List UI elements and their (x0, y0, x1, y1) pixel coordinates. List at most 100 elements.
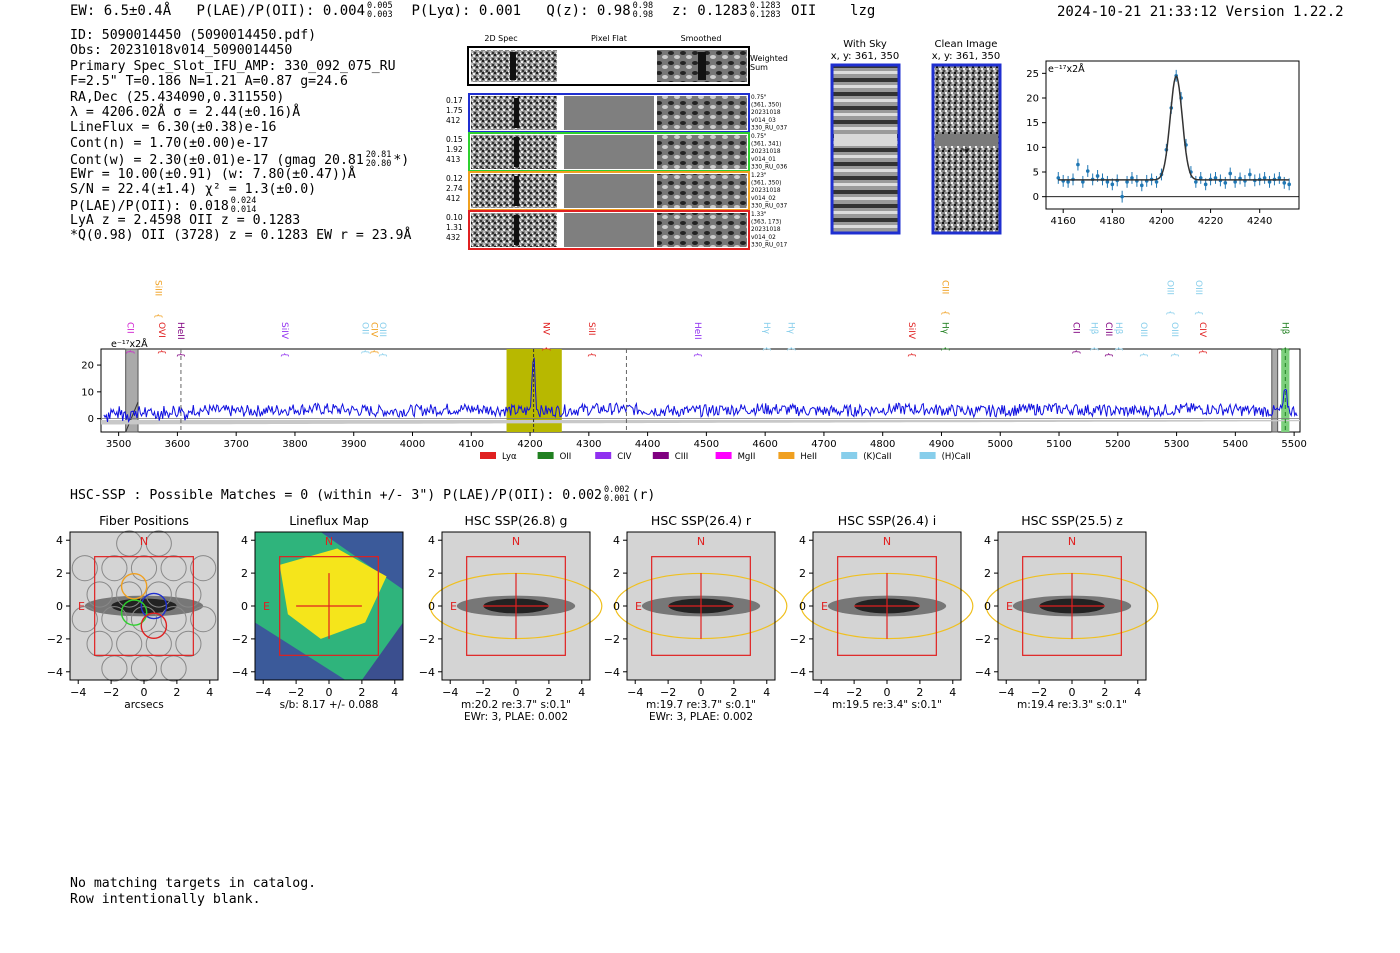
emission-line-marker: Hβ { (1088, 322, 1098, 352)
emission-line-label: Hγ (940, 322, 950, 335)
spectrum-xtick-label: 4400 (635, 439, 660, 450)
emission-line-marker: CII { (1071, 322, 1081, 355)
fit-xtick-label: 4200 (1149, 216, 1174, 227)
emission-line-label: CII (124, 322, 134, 334)
hsc-panel-2: Lineflux Map N E −4 −4 −2 −2 0 0 2 2 4 4 s/b: 8.17 +/… (232, 513, 404, 711)
z-value: z: 0.1283 (672, 3, 748, 19)
cutout-right-label: 1.23" (751, 173, 767, 179)
panel-ytick-label: 4 (984, 534, 991, 547)
cutout-source-trace (514, 98, 519, 128)
classification-tag: lzg (850, 3, 876, 19)
lineflux-peak-region (279, 548, 387, 639)
hsc-panel-1: Fiber Positions N E −4 −4 −2 −2 0 0 2 2 4 4 arcsecs (47, 513, 219, 711)
panel-ytick-label: 2 (241, 567, 248, 580)
panel-ytick-label: 2 (613, 567, 620, 580)
panel-ytick-label: 2 (984, 567, 991, 580)
detection-id: ID: 5090014450 (5090014450.pdf) (70, 28, 317, 43)
panel-ytick-label: −4 (975, 666, 991, 679)
panel-ytick-label: 2 (428, 567, 435, 580)
cutout-smoothed (657, 174, 747, 208)
emission-line-label: SiIV (279, 322, 289, 340)
legend-swatch (841, 452, 858, 459)
emission-line-label: Hβ (1279, 322, 1289, 335)
z-lo: 0.1283 (749, 10, 781, 20)
spectrum-cutouts: 2D Spec Pixel Flat Smoothed Weighted Sum… (446, 34, 788, 250)
emission-line-label: Hβ (1113, 322, 1123, 335)
fiber-circle (175, 581, 202, 608)
with-sky-coords: x, y: 361, 350 (831, 51, 900, 62)
hsc-panel-6: HSC SSP(25.5) z N E −4 −4 −2 −2 0 0 2 2 4 4 m:19.4 re… (975, 513, 1159, 711)
emission-line-marker: CIV { (1197, 322, 1207, 355)
plae-ratio-hi: 0.024 (230, 196, 257, 207)
cutout-right-label: 330_RU_037 (751, 203, 788, 209)
hsc-panel-5: HSC SSP(26.4) i N E −4 −4 −2 −2 0 0 2 2 4 4 m:19.5 re… (790, 513, 974, 711)
qz-value: Q(z): 0.98 (546, 3, 631, 19)
panel-ytick-label: 0 (428, 600, 435, 613)
panel-ytick-label: 0 (56, 600, 63, 613)
cutout-left-label: 1.31 (446, 223, 463, 232)
emission-line-label: OIII (1165, 280, 1175, 295)
hsc-title-text: HSC-SSP : Possible Matches = 0 (within +… (70, 488, 602, 503)
emission-line-bracket: { (1169, 352, 1179, 358)
panel-xtick-label: 2 (730, 686, 737, 699)
compass-north: N (512, 535, 520, 548)
legend-swatch (652, 452, 669, 459)
cutout-right-label: 330_RU_037 (751, 125, 788, 131)
fit-data-point (1262, 176, 1267, 180)
panel-xtick-label: 2 (358, 686, 365, 699)
primary-slot: Primary Spec_Slot_IFU_AMP: 330_092_075_R… (70, 58, 396, 74)
emission-line-marker: HeII { (692, 322, 702, 358)
timestamp-version: 2024-10-21 21:33:12 Version 1.22.2 (1057, 4, 1344, 20)
emission-line-marker: CIV { (368, 322, 378, 355)
compass-east: E (1006, 600, 1013, 613)
ew-value: EW: 6.5±0.4Å (70, 3, 172, 19)
cutout-pixelflat (564, 213, 654, 247)
emission-line-bracket: { (1071, 349, 1081, 355)
panel-caption-2: EWr: 3, PLAE: 0.002 (649, 711, 753, 723)
panel-xtick-label: 0 (698, 686, 705, 699)
cutout-left-label: 412 (446, 194, 461, 203)
fit-xtick-label: 4220 (1198, 216, 1223, 227)
panel-xtick-label: 2 (916, 686, 923, 699)
panel-ytick-label: −4 (604, 666, 620, 679)
panel-xtick-label: 2 (1101, 686, 1108, 699)
fit-data-point (1085, 169, 1090, 173)
legend-swatch (778, 452, 795, 459)
cutout-left-label: 0.17 (446, 96, 463, 105)
fiber-circle (145, 630, 172, 657)
hsc-panel-4: HSC SSP(26.4) r N E −4 −4 −2 −2 0 0 2 2 4 4 m:19.7 re… (604, 513, 788, 723)
spectrum-unit-label: e⁻¹⁷x2Å (111, 338, 148, 350)
best-solution: *Q(0.98) OII (3728) z = 0.1283 EW r = 23… (70, 228, 412, 244)
panel-xtick-label: −4 (627, 686, 643, 699)
emission-line-bracket: { (1138, 352, 1148, 358)
fiber-circle (190, 606, 217, 633)
cutout-right-label: 1.33" (751, 212, 767, 218)
qz-hi: 0.98 (632, 1, 654, 11)
clean-image-center-mark: + (962, 145, 970, 156)
spectrum-xtick-label: 3500 (106, 439, 131, 450)
observation-id: Obs: 20231018v014_5090014450 (70, 43, 293, 59)
cutout-right-label: v014_01 (751, 157, 776, 163)
legend-label: (K)CaII (863, 452, 891, 462)
fit-data-point (1223, 181, 1228, 185)
masked-region-right (1271, 348, 1279, 433)
compass-north: N (1068, 535, 1076, 548)
cutout-left-label: 2.74 (446, 184, 463, 193)
emission-line-bracket: { (377, 352, 387, 358)
legend-swatch (537, 452, 554, 459)
legend-swatch (919, 452, 936, 459)
fiber-circle (130, 606, 158, 633)
cutout-right-label: 20231018 (751, 227, 781, 233)
emission-line-marker: Hγ { (940, 322, 950, 352)
spectrum-xtick-label: 4800 (870, 439, 895, 450)
lineflux-corner (361, 622, 403, 680)
emission-line-bracket: { (1193, 310, 1203, 316)
hsc-imaging-panels: Fiber Positions N E −4 −4 −2 −2 0 0 2 2 4 4 arcsecs Li… (47, 513, 1159, 723)
fiber-circle (101, 606, 128, 633)
emission-line-marker: SiIII { (153, 280, 163, 319)
emission-line-bracket: { (586, 352, 596, 358)
fiber-circle (71, 606, 98, 633)
panel-ytick-label: −2 (604, 633, 620, 646)
compass-north: N (140, 535, 148, 548)
emission-line-label: CIII (940, 280, 950, 294)
